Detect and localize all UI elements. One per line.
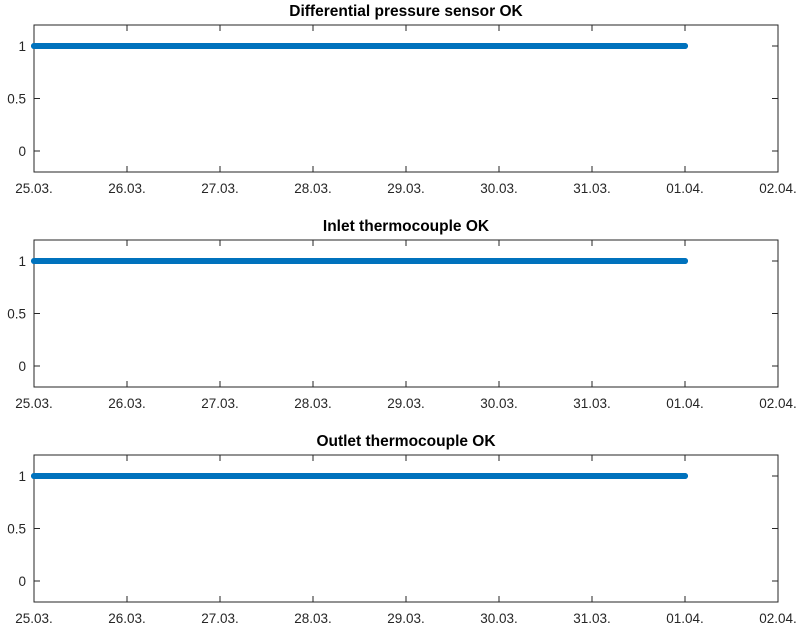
x-tick-label: 02.04. [759, 181, 797, 196]
x-tick-label: 01.04. [666, 396, 704, 411]
subplot-1: Differential pressure sensor OK 25.03. 26.… [7, 3, 797, 196]
x-tick-label: 26.03. [108, 611, 146, 626]
y-tick-label: 1 [18, 254, 26, 269]
y-tick-label: 0.5 [7, 522, 26, 537]
x-tick-label: 29.03. [387, 396, 425, 411]
x-tick-label: 25.03. [15, 396, 53, 411]
data-point [31, 43, 37, 49]
x-tick-label: 28.03. [294, 181, 332, 196]
x-tick-label: 31.03. [573, 181, 611, 196]
x-tick-label: 02.04. [759, 396, 797, 411]
data-point [682, 473, 688, 479]
x-tick-label: 26.03. [108, 181, 146, 196]
y-tick-label: 0 [18, 574, 26, 589]
x-tick-label: 01.04. [666, 181, 704, 196]
x-tick-label: 28.03. [294, 611, 332, 626]
y-tick-label: 0.5 [7, 307, 26, 322]
data-point [31, 473, 37, 479]
subplot-2: Inlet thermocouple OK 25.03. 26.03. 27.03. 2… [7, 218, 797, 411]
x-tick-label: 27.03. [201, 181, 239, 196]
chart-title: Inlet thermocouple OK [323, 218, 490, 235]
x-tick-label: 27.03. [201, 611, 239, 626]
x-tick-label: 25.03. [15, 611, 53, 626]
y-tick-label: 1 [18, 39, 26, 54]
x-tick-label: 02.04. [759, 611, 797, 626]
x-tick-label: 30.03. [480, 396, 518, 411]
x-tick-label: 01.04. [666, 611, 704, 626]
chart-title: Differential pressure sensor OK [289, 3, 523, 20]
x-tick-label: 29.03. [387, 181, 425, 196]
y-tick-label: 0 [18, 144, 26, 159]
x-tick-label: 29.03. [387, 611, 425, 626]
y-tick-label: 0.5 [7, 92, 26, 107]
x-tick-label: 30.03. [480, 611, 518, 626]
x-tick-label: 30.03. [480, 181, 518, 196]
x-tick-label: 26.03. [108, 396, 146, 411]
x-tick-label: 31.03. [573, 396, 611, 411]
subplot-3: Outlet thermocouple OK 25.03. 26.03. 27.03.… [7, 433, 797, 626]
x-tick-label: 31.03. [573, 611, 611, 626]
x-tick-label: 27.03. [201, 396, 239, 411]
data-point [682, 258, 688, 264]
x-tick-label: 28.03. [294, 396, 332, 411]
y-tick-label: 0 [18, 359, 26, 374]
chart-title: Outlet thermocouple OK [316, 433, 496, 450]
data-point [31, 258, 37, 264]
data-point [682, 43, 688, 49]
x-tick-label: 25.03. [15, 181, 53, 196]
y-tick-label: 1 [18, 469, 26, 484]
